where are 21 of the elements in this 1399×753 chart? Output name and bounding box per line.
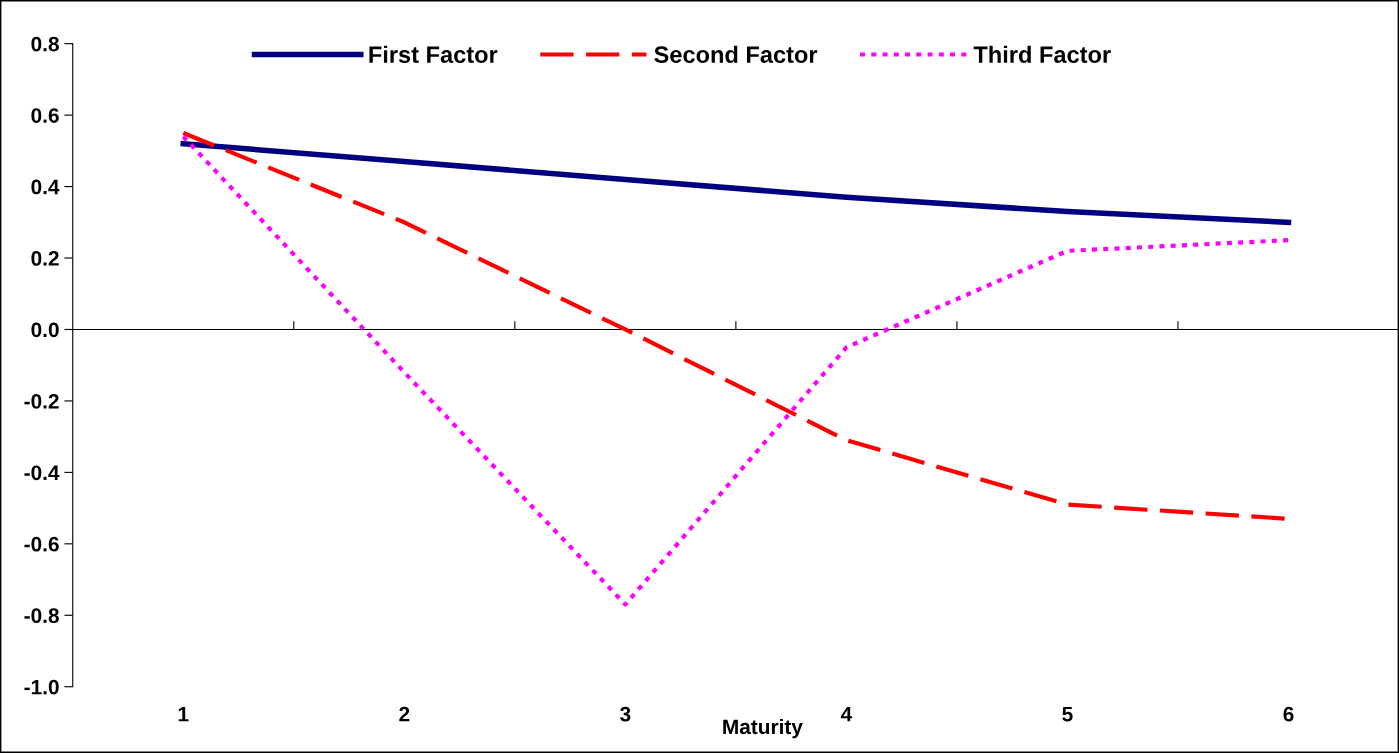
y-tick-label: 0.8 xyxy=(31,36,59,52)
x-axis-title: Maturity xyxy=(723,718,803,739)
y-tick-label: 0.2 xyxy=(31,251,59,266)
y-tick-label: 0.0 xyxy=(31,322,59,338)
line-series xyxy=(181,134,1291,607)
legend-label: Second Factor xyxy=(654,45,818,63)
legend-label: Third Factor xyxy=(973,45,1111,63)
x-tick-label: 5 xyxy=(1062,706,1073,722)
y-tick-label: -1.0 xyxy=(24,679,59,695)
y-tick-label: -0.6 xyxy=(24,536,59,552)
x-tick-label: 6 xyxy=(1283,706,1294,722)
x-tick-label: 1 xyxy=(178,706,189,722)
y-tick-label: -0.2 xyxy=(24,393,59,409)
legend-label: First Factor xyxy=(369,45,498,63)
y-tick-label: -0.8 xyxy=(24,608,59,624)
x-tick-label: 2 xyxy=(399,706,410,722)
y-tick-label: -0.4 xyxy=(24,465,60,481)
y-tick-label: 0.6 xyxy=(31,108,59,123)
x-tick-label: 3 xyxy=(620,706,631,722)
x-tick-label: 4 xyxy=(840,706,853,722)
y-tick-label: 0.4 xyxy=(31,179,60,195)
